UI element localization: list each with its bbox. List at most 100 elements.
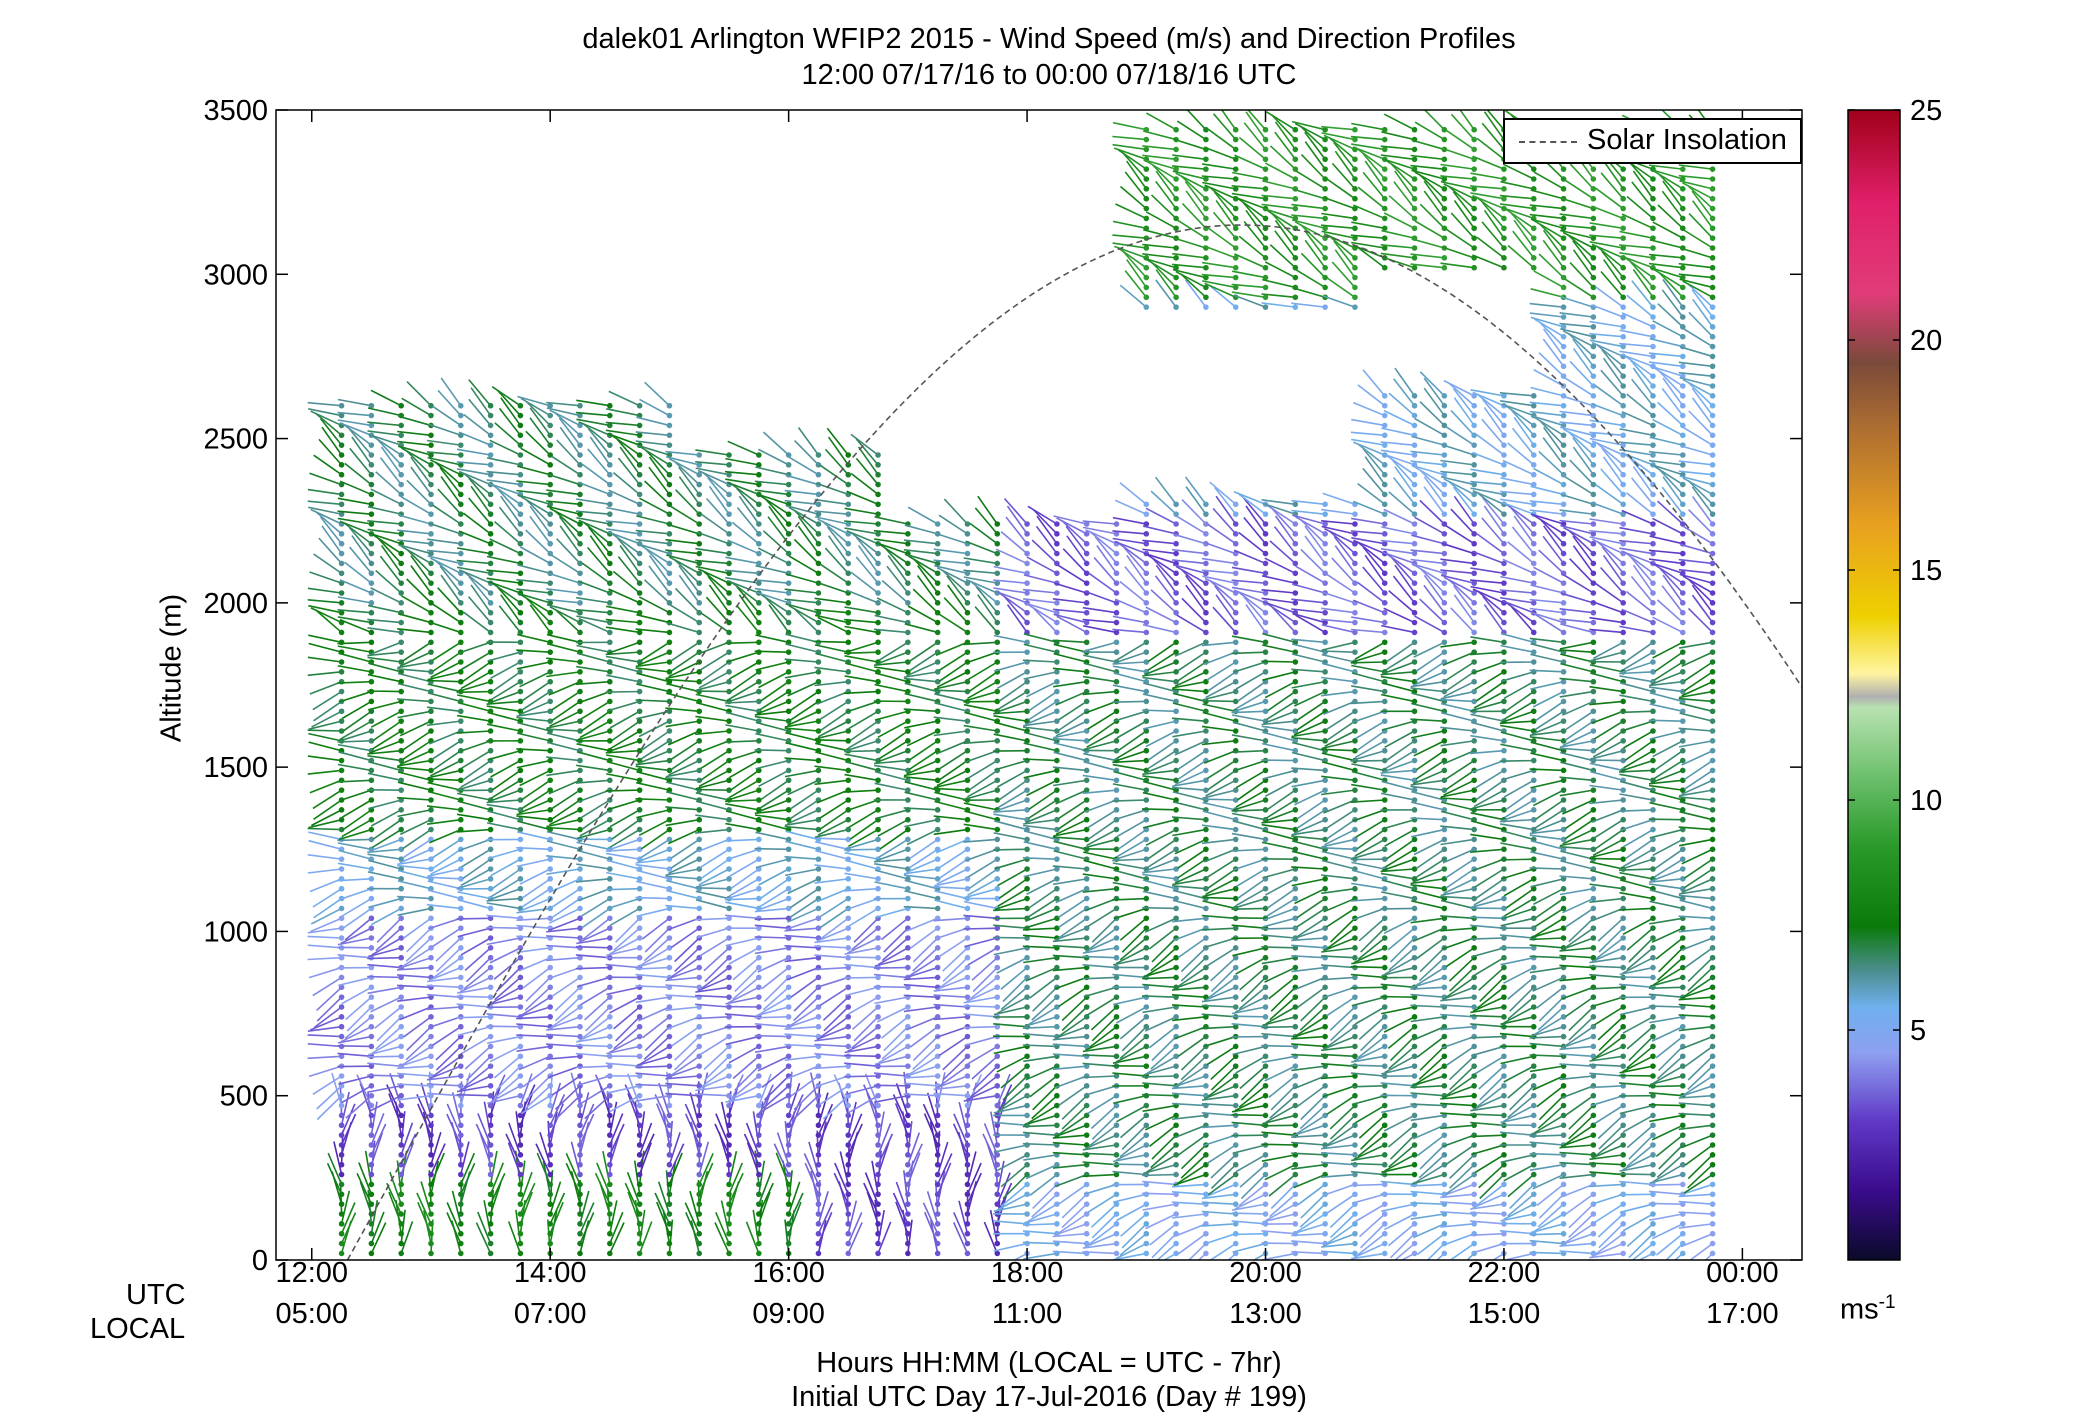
wind-barb-dot (428, 1191, 434, 1198)
wind-barb (1171, 885, 1206, 890)
wind-barb-dot (368, 678, 375, 685)
wind-barb-dot (964, 1211, 971, 1217)
wind-barb (307, 587, 342, 594)
wind-barb-dot (1143, 1063, 1150, 1069)
wind-barb-dot (726, 1161, 732, 1168)
wind-barb (463, 413, 492, 436)
wind-barb-dot (607, 1201, 613, 1207)
wind-barb (635, 798, 670, 801)
wind-barb (337, 411, 372, 417)
wind-barb (1023, 1213, 1058, 1224)
wind-barb (606, 897, 640, 910)
wind-barb (1058, 1183, 1088, 1205)
wind-barb (1112, 763, 1147, 772)
wind-barb (556, 439, 581, 466)
wind-barb (698, 1153, 714, 1185)
wind-barb-dot (547, 501, 554, 508)
wind-barb (670, 838, 700, 859)
wind-barb (1023, 1055, 1058, 1063)
wind-barb (1118, 542, 1147, 565)
wind-barb-dot (1024, 895, 1030, 902)
wind-barb-dot (1173, 1240, 1179, 1247)
wind-barb-dot (607, 1043, 613, 1050)
wind-barb (814, 680, 849, 687)
wind-barb-dot (577, 1230, 583, 1237)
wind-barb-dot (1054, 797, 1060, 803)
wind-barb-dot (457, 481, 464, 488)
wind-barb-dot (785, 531, 792, 537)
wind-barb-dot (577, 540, 583, 547)
wind-barb-dot (428, 915, 434, 922)
wind-barb (1172, 917, 1206, 923)
wind-barb-dot (964, 787, 971, 793)
wind-barb-dot (666, 531, 673, 537)
wind-barb (636, 869, 670, 880)
wind-barb (824, 448, 849, 476)
wind-barb (1022, 1131, 1057, 1136)
wind-barb-dot (785, 866, 792, 872)
wind-barb (964, 937, 998, 948)
wind-barb (1112, 628, 1147, 634)
wind-barb (1142, 548, 1177, 555)
wind-barb-dot (398, 1221, 404, 1227)
wind-barb-dot (964, 1112, 971, 1119)
wind-barb (318, 438, 343, 466)
wind-barb-dot (1173, 264, 1179, 271)
wind-barb-dot (338, 1004, 345, 1010)
wind-barb-dot (1113, 738, 1120, 744)
wind-barb-dot (1143, 856, 1150, 862)
wind-barb (1058, 1016, 1088, 1037)
wind-barb-dot (607, 1122, 613, 1129)
wind-barb-dot (905, 1201, 911, 1207)
wind-barb (728, 759, 760, 779)
wind-barb (1082, 606, 1117, 614)
wind-barb (321, 525, 343, 555)
wind-barb (1058, 1114, 1088, 1136)
wind-barb-dot (428, 629, 434, 636)
wind-barb (1151, 937, 1177, 963)
wind-barb-dot (845, 1240, 852, 1247)
wind-barb (579, 1190, 590, 1225)
wind-barb-dot (398, 1122, 404, 1129)
wind-barb-dot (547, 757, 554, 764)
wind-barb (457, 878, 491, 889)
wind-barb (1058, 907, 1088, 929)
wind-barb-dot (964, 688, 971, 695)
wind-barb (922, 1103, 939, 1136)
wind-barb-dot (1173, 245, 1179, 251)
wind-barb (1173, 1124, 1207, 1139)
wind-barb (410, 466, 432, 495)
wind-barb (670, 750, 700, 771)
wind-barb (1061, 1095, 1088, 1120)
wind-barb-dot (547, 876, 554, 882)
wind-barb (587, 526, 611, 555)
wind-barb-dot (577, 442, 583, 448)
wind-barb (729, 681, 760, 700)
wind-barb-dot (1113, 600, 1120, 606)
wind-barb (468, 379, 492, 407)
wind-barb (458, 641, 491, 654)
wind-barb-dot (666, 1250, 673, 1257)
wind-barb (759, 690, 790, 711)
wind-barb (348, 527, 372, 555)
wind-barb (578, 927, 611, 944)
wind-barb (1082, 887, 1117, 893)
wind-barb-dot (577, 708, 583, 715)
wind-barb (1087, 809, 1117, 829)
wind-barb-dot (398, 1152, 404, 1158)
wind-barb (406, 548, 432, 574)
wind-barb (725, 478, 759, 486)
wind-barb (516, 846, 551, 851)
wind-barb (613, 927, 641, 951)
wind-barb (1112, 1170, 1147, 1176)
wind-barb (430, 1131, 442, 1165)
wind-barb (446, 1113, 462, 1146)
wind-barb-dot (577, 826, 583, 833)
wind-barb (1172, 1016, 1206, 1022)
wind-barb (847, 1222, 863, 1254)
wind-barb-dot (636, 619, 643, 626)
wind-barb (490, 779, 521, 799)
wind-barb (695, 899, 730, 910)
wind-barb (548, 878, 581, 894)
wind-barb-dot (666, 511, 673, 517)
